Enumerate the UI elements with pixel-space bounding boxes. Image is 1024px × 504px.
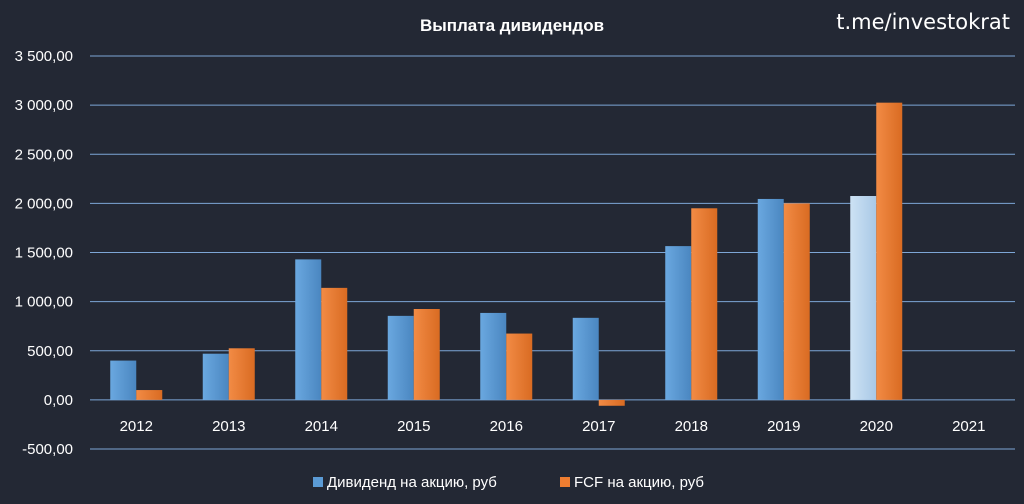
bar-dividend	[572, 317, 599, 400]
y-tick-label: 0,00	[44, 392, 73, 409]
y-tick-label: 500,00	[27, 343, 73, 360]
bar-dividend	[480, 312, 507, 400]
bars	[110, 102, 903, 406]
bar-fcf	[413, 308, 440, 400]
x-tick-label: 2014	[305, 418, 338, 435]
x-tick-label: 2017	[582, 418, 615, 435]
bar-fcf	[506, 333, 533, 400]
legend: Дивиденд на акцию, руб FCF на акцию, руб	[313, 474, 704, 491]
y-tick-label: 3 000,00	[15, 97, 73, 114]
bar-dividend	[850, 196, 877, 400]
bar-dividend	[757, 198, 784, 400]
legend-label-fcf: FCF на акцию, руб	[574, 474, 704, 491]
watermark-text: t.me/investokrat	[836, 10, 1010, 34]
y-axis-ticks: 3 500,00 3 000,00 2 500,00 2 000,00 1 500,00…	[15, 48, 73, 458]
x-tick-label: 2013	[212, 418, 245, 435]
bar-fcf	[691, 208, 718, 400]
x-tick-label: 2021	[952, 418, 985, 435]
bar-dividend	[110, 360, 137, 400]
bar-fcf	[876, 102, 903, 400]
y-tick-label: -500,00	[22, 441, 73, 458]
x-axis-ticks: 2012 2013 2014 2015 2016 2017 2018 2019 2020 2021	[120, 418, 986, 435]
x-tick-label: 2020	[860, 418, 893, 435]
legend-label-dividend: Дивиденд на акцию, руб	[327, 474, 497, 491]
bar-dividend	[295, 259, 322, 400]
chart-title: Выплата дивидендов	[420, 16, 604, 35]
y-tick-label: 1 500,00	[15, 245, 73, 262]
bar-fcf	[136, 390, 163, 400]
x-tick-label: 2016	[490, 418, 523, 435]
x-tick-label: 2015	[397, 418, 430, 435]
bar-fcf	[598, 399, 625, 406]
y-tick-label: 2 000,00	[15, 195, 73, 212]
y-tick-label: 2 500,00	[15, 146, 73, 163]
bar-fcf	[783, 203, 810, 400]
bar-dividend	[665, 246, 692, 400]
legend-swatch-dividend	[313, 477, 323, 487]
legend-swatch-fcf	[560, 477, 570, 487]
y-tick-label: 3 500,00	[15, 48, 73, 65]
y-tick-label: 1 000,00	[15, 294, 73, 311]
bar-dividend	[387, 315, 414, 400]
x-tick-label: 2018	[675, 418, 708, 435]
x-tick-label: 2012	[120, 418, 153, 435]
bar-dividend	[202, 353, 229, 400]
bar-fcf	[321, 287, 348, 400]
bar-fcf	[228, 348, 255, 400]
x-tick-label: 2019	[767, 418, 800, 435]
